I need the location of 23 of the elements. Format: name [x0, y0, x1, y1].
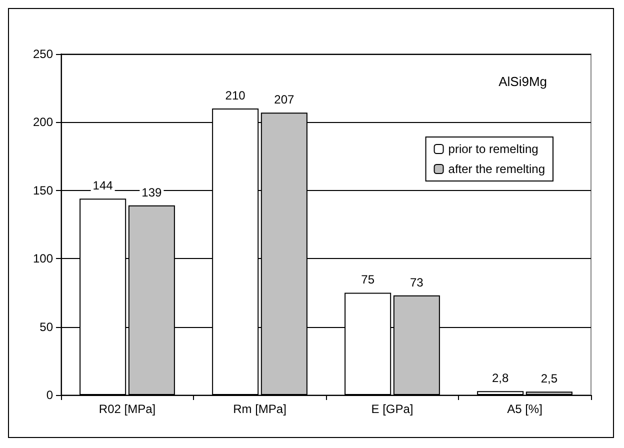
- x-tick-label: E [GPa]: [371, 402, 414, 416]
- bar: [526, 392, 572, 395]
- data-label: 2,8: [492, 371, 509, 386]
- data-label: 139: [142, 185, 162, 200]
- y-tick-label: 250: [32, 47, 54, 61]
- annotation: AlSi9Mg: [498, 74, 548, 89]
- data-label: 75: [361, 272, 375, 287]
- x-tick-label: R02 [MPa]: [98, 402, 156, 416]
- y-tick-label: 150: [32, 183, 54, 198]
- data-label: 210: [225, 88, 246, 103]
- y-tick-label: 100: [32, 252, 54, 266]
- x-tick-label: Rm [MPa]: [233, 402, 286, 416]
- data-label: 2,5: [540, 372, 558, 386]
- legend-label: prior to remelting: [448, 142, 538, 156]
- legend-label: after the remelting: [448, 162, 546, 176]
- y-tick-label: 50: [40, 320, 54, 334]
- x-tick-label: A5 [%]: [507, 402, 542, 416]
- data-label: 144: [92, 178, 114, 193]
- y-tick-label: 0: [46, 388, 54, 402]
- data-label: 207: [274, 92, 295, 107]
- data-label: 73: [410, 275, 424, 290]
- y-tick-label: 200: [32, 115, 54, 130]
- bar: [477, 391, 524, 395]
